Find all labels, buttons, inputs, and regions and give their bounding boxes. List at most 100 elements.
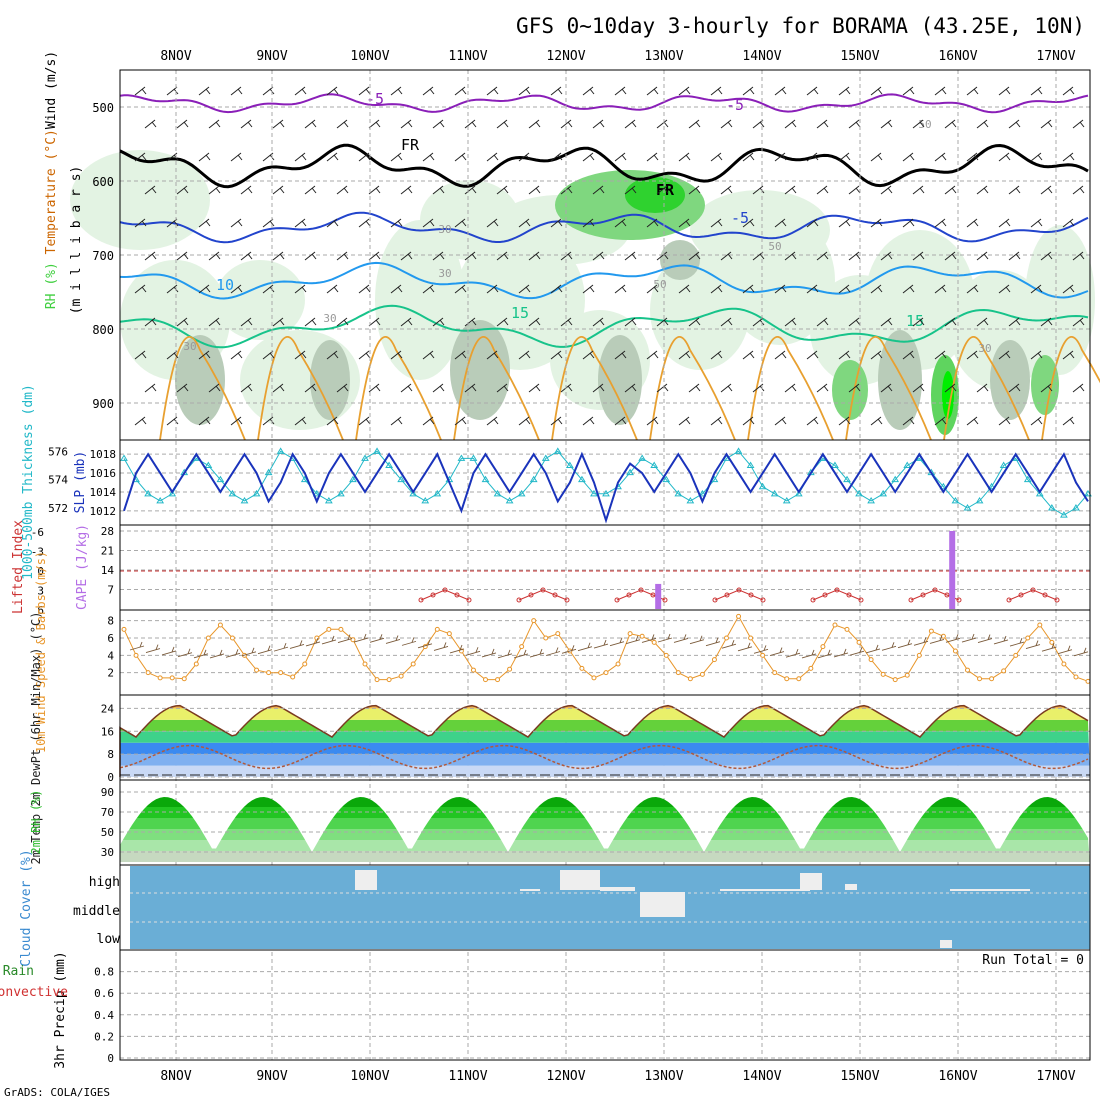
wind-barb xyxy=(390,416,403,426)
wind-speed-point xyxy=(1001,668,1007,674)
wind-barb xyxy=(966,350,979,360)
li-line xyxy=(420,589,470,601)
wind-barb xyxy=(880,383,893,393)
wind-barb-10m xyxy=(1009,637,1025,647)
panel-frame xyxy=(119,949,1091,1061)
contour-label: 30 xyxy=(438,267,451,280)
wind-barb xyxy=(550,152,563,162)
wind-barb xyxy=(422,218,435,228)
wind-barb xyxy=(1072,251,1085,261)
wind-barb xyxy=(496,185,509,195)
wind-speed-point xyxy=(254,667,260,673)
rh-shade-mid xyxy=(310,340,350,420)
wind-barb xyxy=(134,152,147,162)
rh-shade-light xyxy=(70,150,210,250)
wind-speed-point xyxy=(121,626,127,632)
wind-barb xyxy=(390,152,403,162)
li-cape-panel: 28 21 14 7 -6 -3 0 3 6 Lifted Index CAPE (J/kg) xyxy=(11,520,1090,617)
wind-barb-10m xyxy=(1073,647,1089,657)
wind-barb xyxy=(816,317,829,327)
thickness-point xyxy=(770,489,779,497)
thickness-tick-label: 576 xyxy=(48,445,68,458)
wind-barb xyxy=(582,284,595,294)
wind-barb xyxy=(368,317,381,327)
li-point xyxy=(908,597,914,603)
rh-shade-high xyxy=(832,360,868,420)
wind-barb xyxy=(624,251,637,261)
temp-line xyxy=(119,704,1089,777)
rh-shade-light xyxy=(215,260,305,340)
wind-speed-point xyxy=(1073,674,1079,680)
wind-speed-point xyxy=(1037,622,1043,628)
wind-barb xyxy=(1062,350,1075,360)
y-tick-label: 700 xyxy=(92,249,114,263)
wind-barb xyxy=(240,383,253,393)
thickness-point xyxy=(168,489,177,497)
wind-barb xyxy=(710,86,723,96)
thickness-point xyxy=(276,447,285,454)
wind-barb xyxy=(390,284,403,294)
wind-barb-10m xyxy=(673,634,689,643)
wind-barb xyxy=(518,416,531,426)
wind-barb xyxy=(582,218,595,228)
wind-speed-point xyxy=(1085,678,1091,684)
wind-barb xyxy=(1062,86,1075,96)
wind-speed-point xyxy=(880,671,886,677)
wind-barb xyxy=(1030,350,1043,360)
isotherm-FR xyxy=(119,143,1089,189)
li-point xyxy=(822,592,828,598)
wind-barb xyxy=(848,383,861,393)
wind-barb xyxy=(816,251,829,261)
rh-shade-high xyxy=(1031,355,1059,415)
li-point xyxy=(528,592,534,598)
wind-barb xyxy=(528,119,541,129)
precip-tick-label: 0 xyxy=(107,1052,114,1065)
wind-barb xyxy=(326,152,339,162)
wind-barb-10m xyxy=(561,645,577,654)
li-point xyxy=(920,592,926,598)
wind-barb xyxy=(678,152,691,162)
contour-label: 30 xyxy=(438,223,451,236)
wind-barb xyxy=(646,152,659,162)
wind-speed-point xyxy=(145,670,151,676)
wind-speed-point xyxy=(916,652,922,658)
thickness-point xyxy=(855,489,863,497)
date-label-bottom: 8NOV xyxy=(160,1069,191,1084)
wind-barb xyxy=(198,218,211,228)
thickness-point xyxy=(662,475,671,483)
wind-barb xyxy=(422,350,435,360)
wind-barb xyxy=(486,350,499,360)
wind-barb-10m xyxy=(993,635,1009,645)
wind-barb-10m xyxy=(945,634,961,643)
wind-barb xyxy=(720,317,733,327)
wind-barb-10m xyxy=(881,642,897,651)
isotherm-surface-arc xyxy=(845,336,932,441)
y-tick-label: 900 xyxy=(92,397,114,411)
wind-barb xyxy=(454,86,467,96)
temp-tick-label: 8 xyxy=(107,748,114,761)
wind-speed-point xyxy=(748,635,754,641)
wind-barb xyxy=(880,119,893,129)
rh-band xyxy=(120,785,1090,796)
thickness-point xyxy=(831,461,839,468)
wind-barb xyxy=(486,218,499,228)
wind-barb xyxy=(550,218,563,228)
wind-barb-10m xyxy=(465,647,481,656)
rh-shade-mid xyxy=(660,240,700,280)
thickness-point xyxy=(867,496,875,504)
wind-barb-10m xyxy=(193,649,209,659)
wind-barb xyxy=(870,416,883,426)
wind-barb xyxy=(934,152,947,162)
wind-speed-point xyxy=(157,675,163,681)
wind-speed-point xyxy=(579,665,585,671)
thickness-point xyxy=(493,489,502,497)
wind-barb xyxy=(486,152,499,162)
wind-panel: 8 6 4 2 10m Wind Speed & Barbs (m/s) xyxy=(34,551,1091,753)
wind-barb xyxy=(838,284,851,294)
wind-barb xyxy=(518,350,531,360)
wind-barb xyxy=(880,251,893,261)
wind-barb xyxy=(656,383,669,393)
wind-barb xyxy=(742,86,755,96)
wind-barb xyxy=(678,350,691,360)
wind-barb xyxy=(528,185,541,195)
